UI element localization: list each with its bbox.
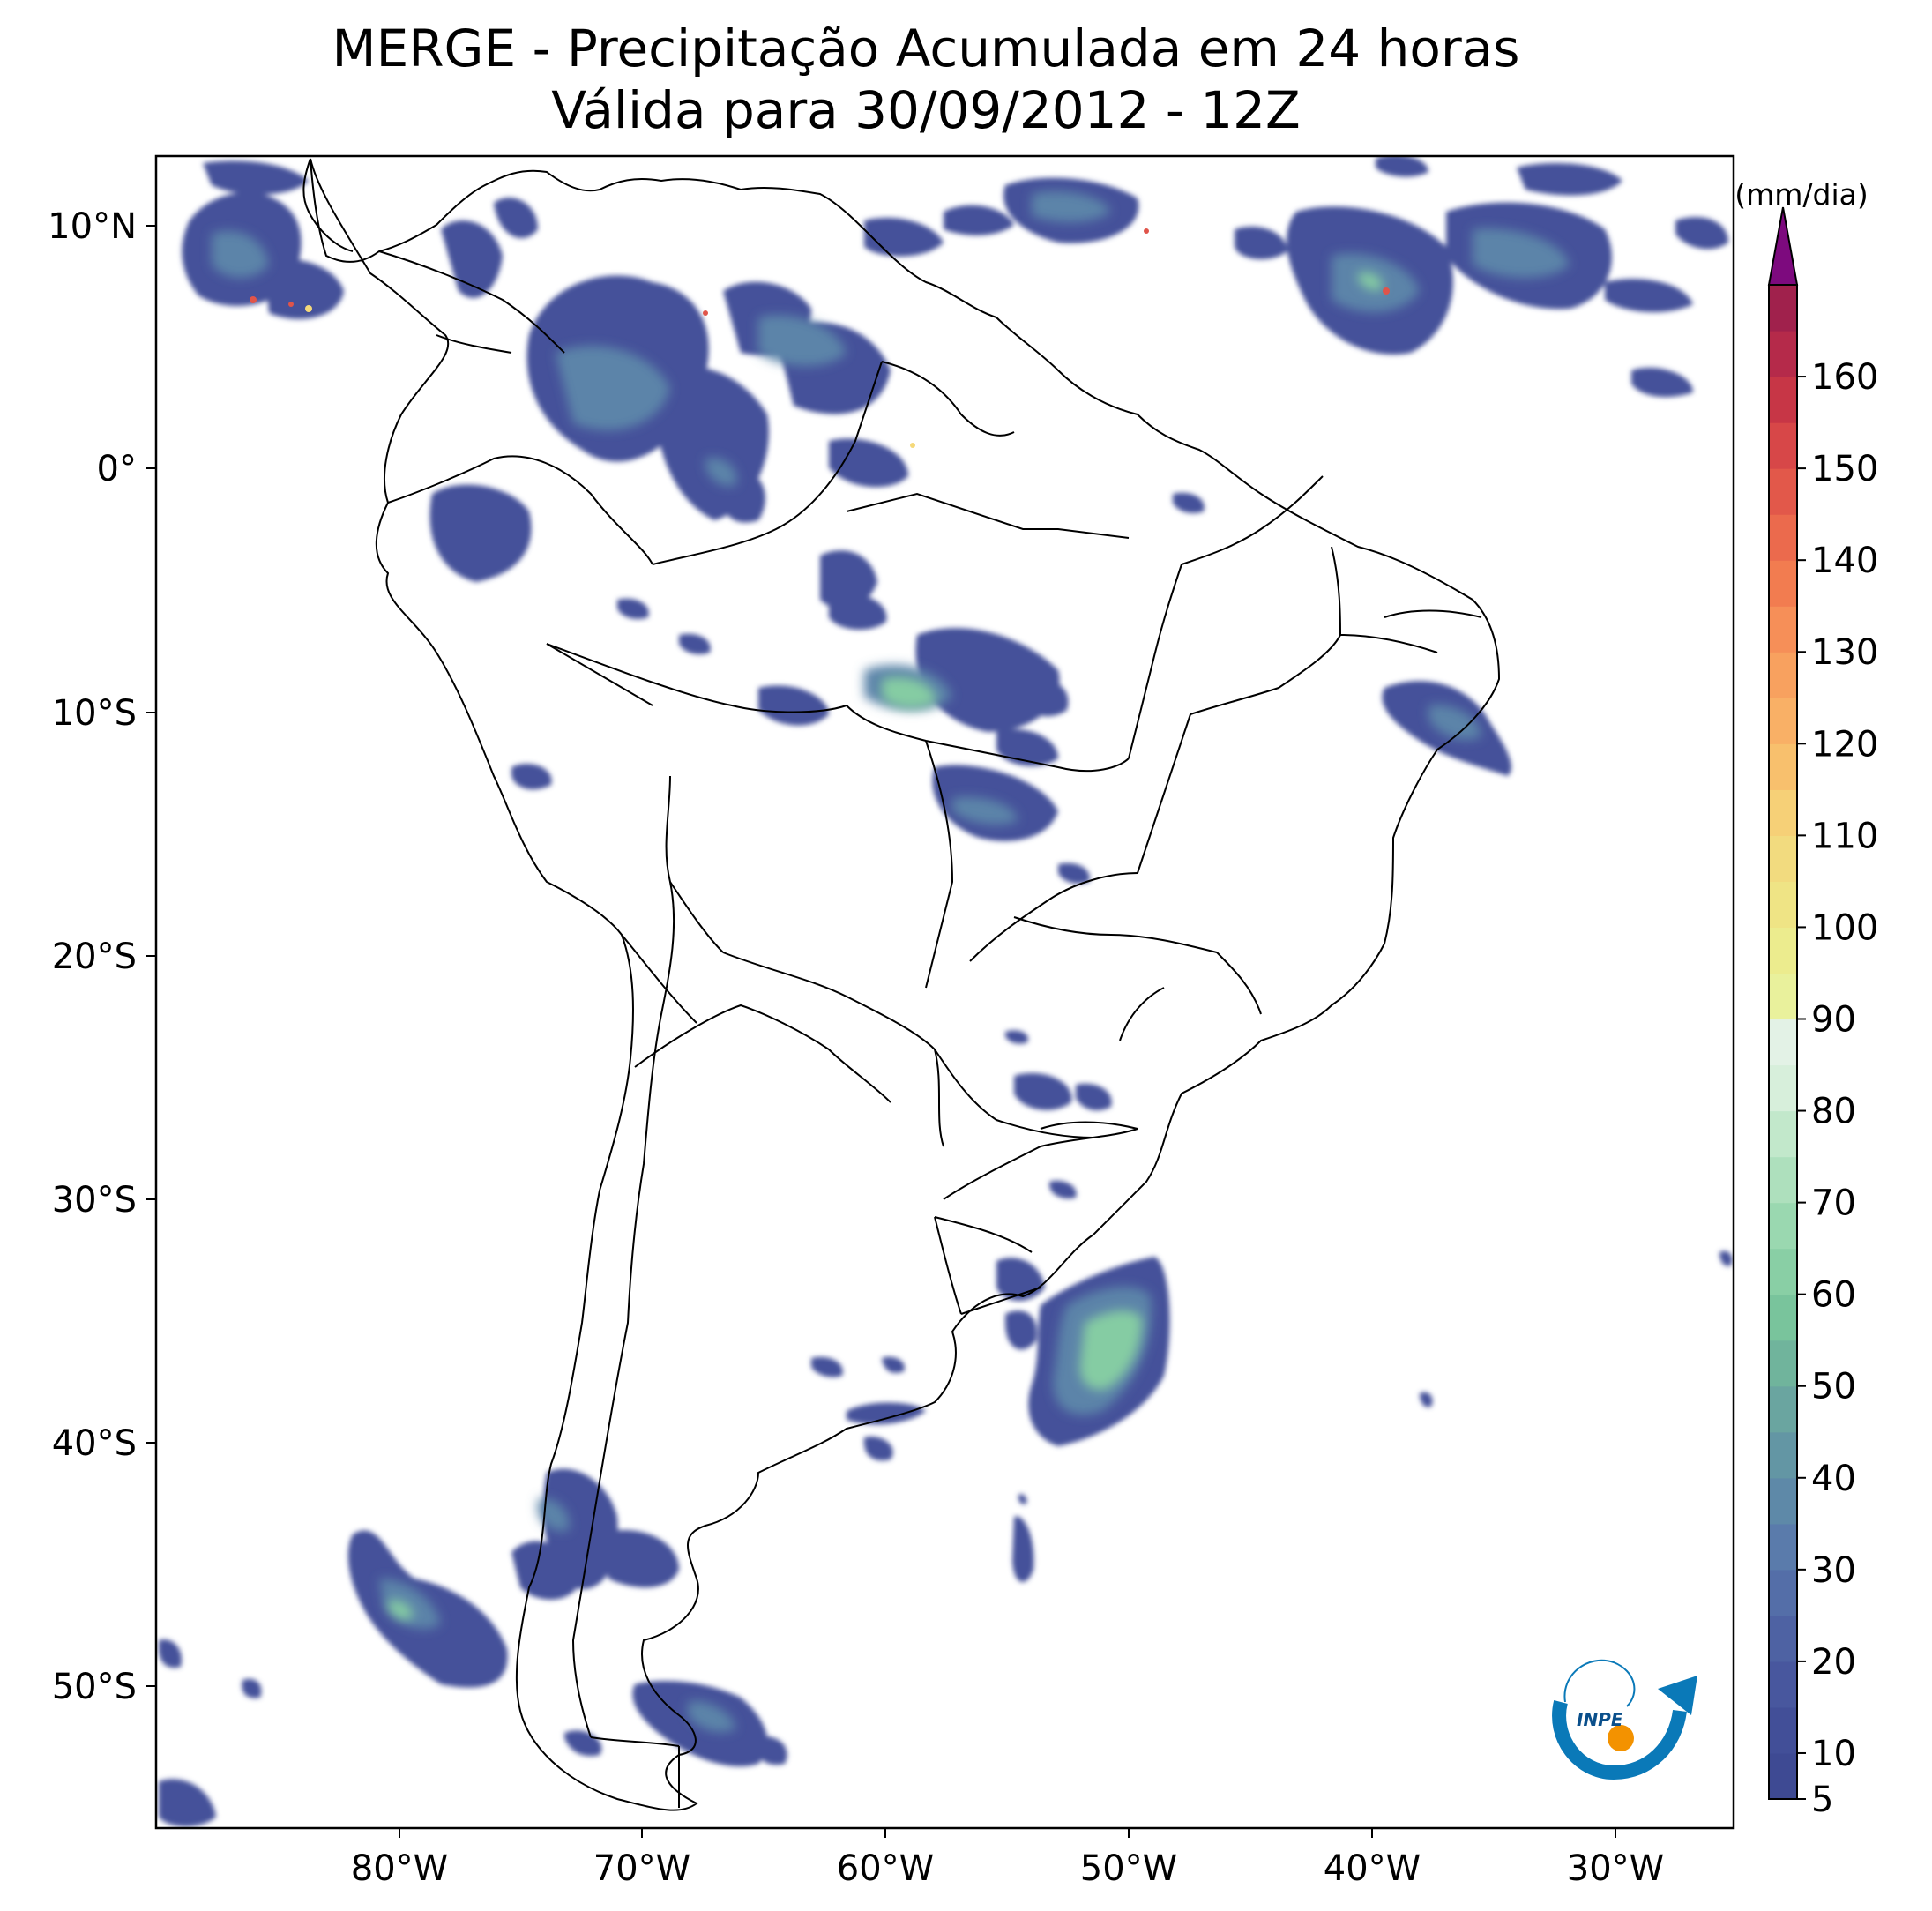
colorbar-tick-label: 5 xyxy=(1811,1780,1833,1820)
colorbar-segment xyxy=(1769,1156,1797,1204)
colorbar-tick-label: 60 xyxy=(1811,1275,1856,1316)
colorbar-segment xyxy=(1769,1477,1797,1525)
colorbar-extend-arrow xyxy=(1767,206,1799,286)
colorbar-segment xyxy=(1769,1615,1797,1662)
colorbar-tick-label: 120 xyxy=(1811,724,1878,765)
colorbar-segment xyxy=(1769,1064,1797,1112)
colorbar-segment xyxy=(1769,927,1797,974)
colorbar-segment xyxy=(1769,1752,1797,1800)
colorbar-segment xyxy=(1769,1202,1797,1250)
lon-label-40w: 40°W xyxy=(1324,1848,1421,1889)
lat-label-50s: 50°S xyxy=(52,1667,137,1707)
lat-label-0: 0° xyxy=(97,449,137,489)
lat-label-10n: 10°N xyxy=(48,206,137,247)
colorbar-tick-label: 40 xyxy=(1811,1459,1856,1499)
colorbar-tick-label: 100 xyxy=(1811,907,1878,948)
colorbar-segment xyxy=(1769,1661,1797,1708)
colorbar xyxy=(1767,206,1799,1800)
map-subtitle: Válida para 30/09/2012 - 12Z xyxy=(551,80,1301,140)
colorbar-tick-label: 80 xyxy=(1811,1092,1856,1132)
lat-label-20s: 20°S xyxy=(52,937,137,977)
colorbar-segment xyxy=(1769,743,1797,790)
colorbar-segment xyxy=(1769,881,1797,929)
colorbar-tick-label: 10 xyxy=(1811,1734,1856,1774)
colorbar-segment xyxy=(1769,331,1797,377)
colorbar-segment xyxy=(1769,1385,1797,1433)
colorbar-segment xyxy=(1769,698,1797,744)
colorbar-segment xyxy=(1769,514,1797,561)
colorbar-segment xyxy=(1769,789,1797,836)
colorbar-segment xyxy=(1769,835,1797,882)
lat-label-30s: 30°S xyxy=(52,1180,137,1221)
lat-label-10s: 10°S xyxy=(52,693,137,734)
colorbar-segment xyxy=(1769,560,1797,607)
colorbar-segment xyxy=(1769,1523,1797,1571)
colorbar-segment xyxy=(1769,973,1797,1020)
colorbar-tick-label: 20 xyxy=(1811,1642,1856,1683)
colorbar-segment xyxy=(1769,1431,1797,1479)
colorbar-segment xyxy=(1769,1110,1797,1158)
colorbar-segment xyxy=(1769,1248,1797,1295)
map-title: MERGE - Precipitação Acumulada em 24 hor… xyxy=(332,19,1520,78)
colorbar-tick-label: 130 xyxy=(1811,632,1878,673)
inpe-logo-text: INPE xyxy=(1577,1709,1623,1730)
colorbar-tick-label: 140 xyxy=(1811,541,1878,581)
colorbar-segment xyxy=(1769,652,1797,698)
lon-label-60w: 60°W xyxy=(837,1848,934,1889)
lat-label-40s: 40°S xyxy=(52,1423,137,1464)
colorbar-segment xyxy=(1769,1294,1797,1341)
map-area xyxy=(156,156,1734,1828)
lon-label-50w: 50°W xyxy=(1080,1848,1177,1889)
colorbar-tick-label: 70 xyxy=(1811,1183,1856,1224)
colorbar-tick-label: 110 xyxy=(1811,816,1878,856)
lon-label-30w: 30°W xyxy=(1567,1848,1664,1889)
colorbar-segment xyxy=(1769,1019,1797,1066)
colorbar-tick-label: 30 xyxy=(1811,1550,1856,1591)
colorbar-tick-label: 160 xyxy=(1811,357,1878,398)
lon-label-80w: 80°W xyxy=(351,1848,448,1889)
inpe-logo: INPE xyxy=(1552,1659,1697,1780)
colorbar-segment xyxy=(1769,606,1797,653)
colorbar-unit-label: (mm/dia) xyxy=(1734,177,1869,212)
colorbar-segment xyxy=(1769,1569,1797,1616)
colorbar-segment xyxy=(1769,1706,1797,1754)
colorbar-tick-label: 50 xyxy=(1811,1367,1856,1407)
colorbar-segment xyxy=(1769,1340,1797,1387)
colorbar-segment xyxy=(1769,285,1797,332)
colorbar-frame xyxy=(1768,284,1798,1800)
colorbar-tick-label: 150 xyxy=(1811,449,1878,489)
colorbar-segment xyxy=(1769,468,1797,515)
precipitation-layer xyxy=(159,156,1733,1827)
colorbar-tick-label: 90 xyxy=(1811,999,1856,1040)
lon-label-70w: 70°W xyxy=(593,1848,690,1889)
colorbar-segment xyxy=(1769,377,1797,423)
colorbar-segment xyxy=(1769,422,1797,469)
